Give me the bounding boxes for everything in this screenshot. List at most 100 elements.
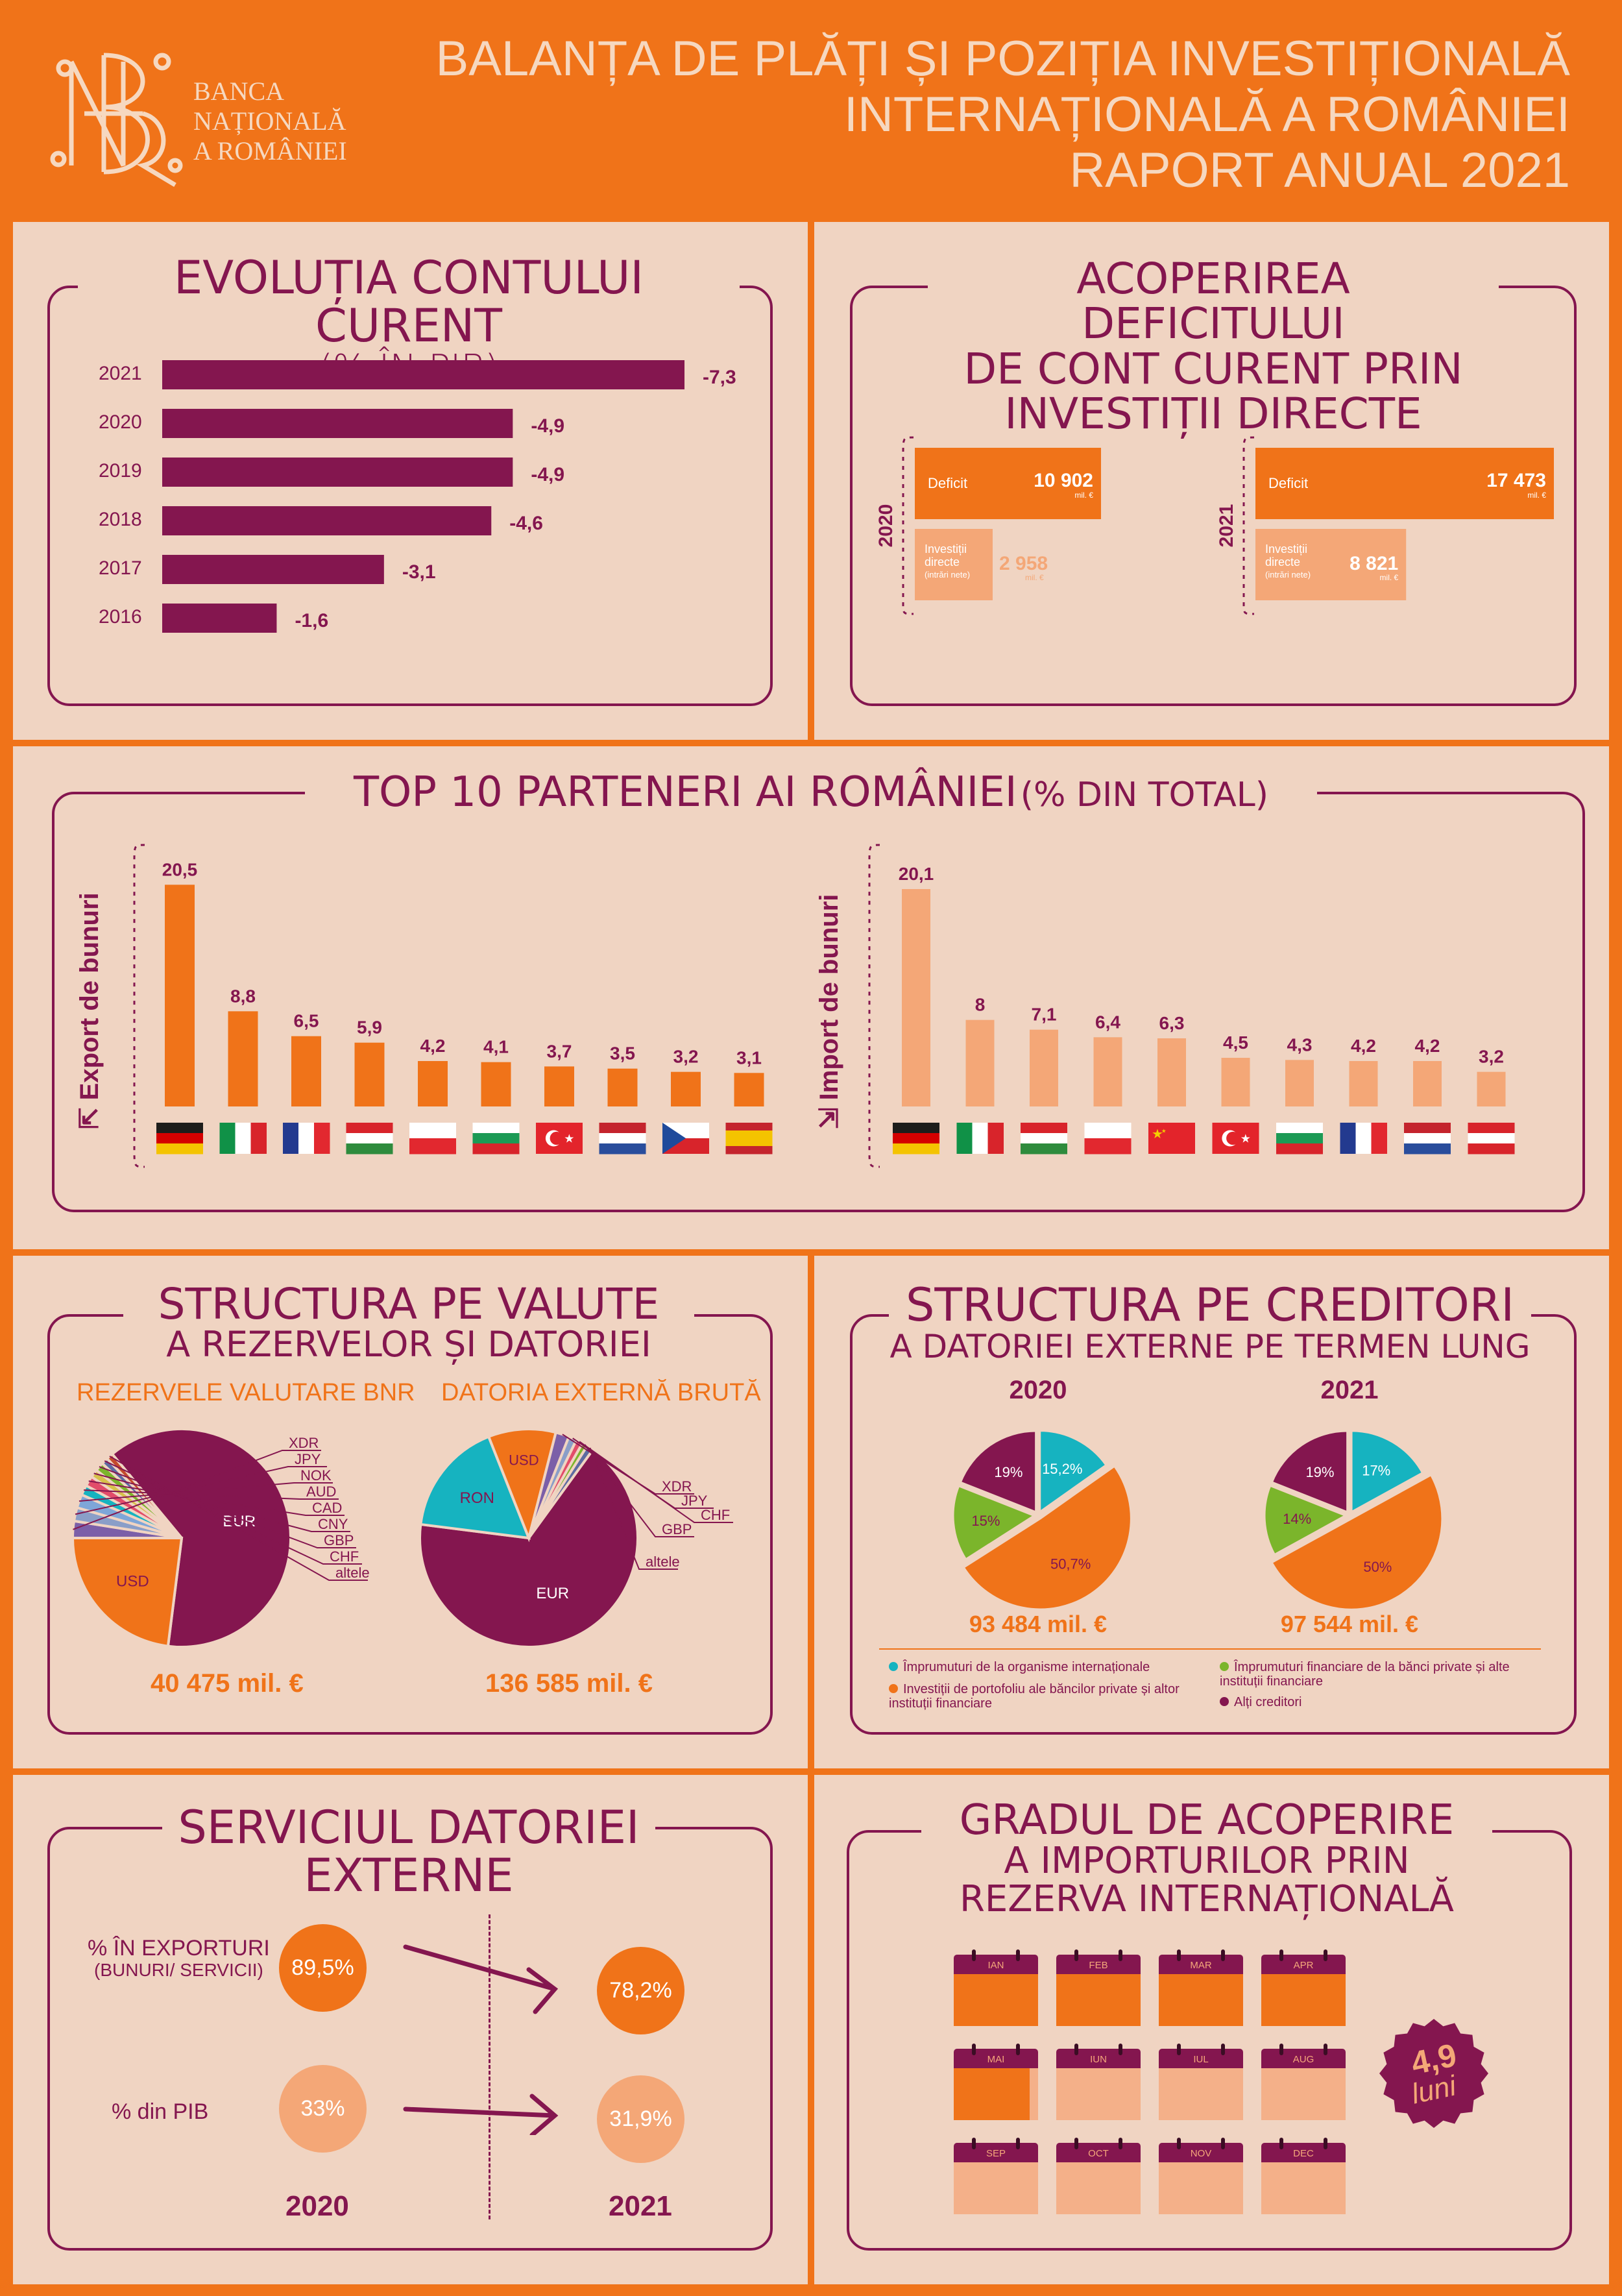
partner-value-label: 8,8 (230, 986, 256, 1006)
calendar-oct: OCT (1056, 2138, 1141, 2214)
deficit-value: 17 473 (1486, 470, 1546, 491)
calendar-fill (1261, 2162, 1346, 2214)
calendar-fill (1159, 1974, 1243, 2026)
leader-line (73, 1450, 321, 1530)
ca-year-label: 2020 (99, 411, 142, 433)
calendar-month-label: OCT (1056, 2143, 1141, 2162)
creditors-slice-0 (1350, 1430, 1424, 1514)
calendar-ring-icon (1221, 1949, 1225, 1961)
creditors-slice-label: 15% (971, 1513, 1000, 1529)
ca-bar (162, 409, 513, 438)
partner-value-label: 5,9 (357, 1018, 382, 1038)
fdi-bar (915, 529, 993, 600)
creditors-slice-1 (1270, 1473, 1444, 1611)
calendar-fill (1159, 2162, 1243, 2214)
svg-text:★: ★ (1161, 1127, 1167, 1134)
creditors-pie-2021: 2021 17% 50% 14% 19% 97 544 mil. € (1263, 1376, 1444, 1637)
flag-hu-icon (346, 1123, 393, 1154)
calendar-mai: MAI (954, 2044, 1038, 2120)
partner-bar-bg (1285, 1060, 1314, 1106)
calendar-month-label: MAI (954, 2049, 1038, 2068)
partner-value-label: 3,1 (736, 1047, 762, 1068)
svg-text:★: ★ (1152, 1127, 1163, 1142)
fdi-unit: mil. € (1025, 573, 1044, 582)
flag-cz-icon (662, 1123, 709, 1154)
currency-slice-eur (418, 1448, 639, 1648)
calendar-ring-icon (1074, 2138, 1078, 2149)
currency-slice-usd (71, 1537, 184, 1648)
orange-dot-icon (889, 1684, 898, 1693)
partner-bar-tr (1221, 1058, 1250, 1106)
leader-line (99, 1466, 356, 1548)
creditors-title-line2: A DATORIEI EXTERNE PE TERMEN LUNG (890, 1327, 1531, 1365)
leader-line (109, 1456, 368, 1581)
partner-value-label: 3,5 (610, 1044, 635, 1064)
svg-text:★: ★ (564, 1132, 574, 1145)
import-arrow-icon: ⇲ (815, 1107, 843, 1129)
coverage-bracket (1242, 436, 1255, 615)
bnr-monogram-icon (50, 53, 183, 188)
flag-tr-icon: ★ (536, 1123, 583, 1154)
deficit-value: 10 902 (1034, 470, 1093, 491)
creditors-slice-label: 50,7% (1050, 1556, 1091, 1572)
bubble-value: 78,2% (609, 1978, 672, 2003)
creditors-year-label: 2021 (1321, 1376, 1379, 1404)
calendar-month-label: IUL (1159, 2049, 1243, 2068)
leader-label: CAD (312, 1500, 342, 1516)
partner-value-label: 20,1 (899, 864, 934, 884)
partner-bar-fr (1349, 1061, 1378, 1106)
slice-label: USD (509, 1452, 539, 1468)
calendar-nov: NOV (1159, 2138, 1243, 2214)
export-chart: 20,5 8,8 6,5 5,9 4,2 4,1 3,7 ★ 3,5 3,2 3,1 (133, 844, 773, 1168)
bubble-value: 89,5% (291, 1955, 354, 1980)
debt-service-title: SERVICIUL DATORIEI EXTERNE (162, 1803, 655, 1899)
flag-tr-icon: ★ (1212, 1123, 1259, 1154)
calendar-month-label: AUG (1261, 2049, 1346, 2068)
import-cover-title-line3: REZERVA INTERNAȚIONALĂ (960, 1877, 1454, 1920)
leader-label: NOK (300, 1467, 332, 1484)
ca-year-label: 2018 (99, 509, 142, 530)
creditors-total: 93 484 mil. € (969, 1611, 1107, 1637)
calendar-mar: MAR (1159, 1949, 1243, 2026)
ca-bar (162, 604, 277, 633)
calendar-ring-icon (972, 2044, 976, 2055)
calendar-ring-icon (1177, 1949, 1181, 1961)
flag-it-icon (956, 1123, 1004, 1154)
calendar-ring-icon (1221, 2138, 1225, 2149)
currency-slice-ron (419, 1435, 531, 1540)
debt-year-2021: 2021 (609, 2190, 672, 2222)
partner-value-label: 4,5 (1223, 1032, 1248, 1053)
calendar-apr: APR (1261, 1949, 1346, 2026)
partner-value-label: 20,5 (162, 859, 198, 879)
debt-row1-label-text: % ÎN EXPORTURI (88, 1936, 270, 1960)
leader-line (589, 1447, 678, 1570)
legend-item-portfolio: Investiții de portofoliu ale băncilor pr… (889, 1682, 1213, 1711)
legend-label: Alți creditori (1234, 1695, 1302, 1709)
flag-it-icon (219, 1123, 267, 1154)
deficit-unit: mil. € (1074, 491, 1093, 500)
leader-label: XDR (662, 1478, 692, 1495)
flag-pl-icon (1084, 1123, 1132, 1154)
import-label: Import de bunuri (815, 894, 843, 1101)
partner-bar-it (965, 1020, 995, 1106)
calendar-ring-icon (972, 1949, 976, 1961)
partner-bar-fr (291, 1036, 321, 1106)
slice-label: EUR (536, 1585, 569, 1602)
calendar-fill (954, 2068, 1038, 2120)
flag-fr-icon (1340, 1123, 1387, 1154)
creditors-slice-2 (952, 1484, 1037, 1561)
partner-value-label: 6,3 (1159, 1013, 1185, 1033)
teal-dot-icon (889, 1662, 898, 1671)
leader-line (88, 1480, 345, 1516)
debt-row1-sublabel: (BUNURI/ SERVICII) (94, 1960, 263, 1980)
leader-label: CHF (330, 1548, 359, 1565)
flag-at-icon (1468, 1123, 1515, 1154)
ca-year-label: 2016 (99, 606, 142, 628)
debt-year-2020: 2020 (285, 2190, 349, 2222)
green-dot-icon (1220, 1662, 1229, 1671)
current-account-chart: 2021 -7,3 2020 -4,9 2019 -4,9 2018 -4,6 2017 -3,1… (99, 360, 736, 633)
slice-label: RON (460, 1489, 494, 1507)
